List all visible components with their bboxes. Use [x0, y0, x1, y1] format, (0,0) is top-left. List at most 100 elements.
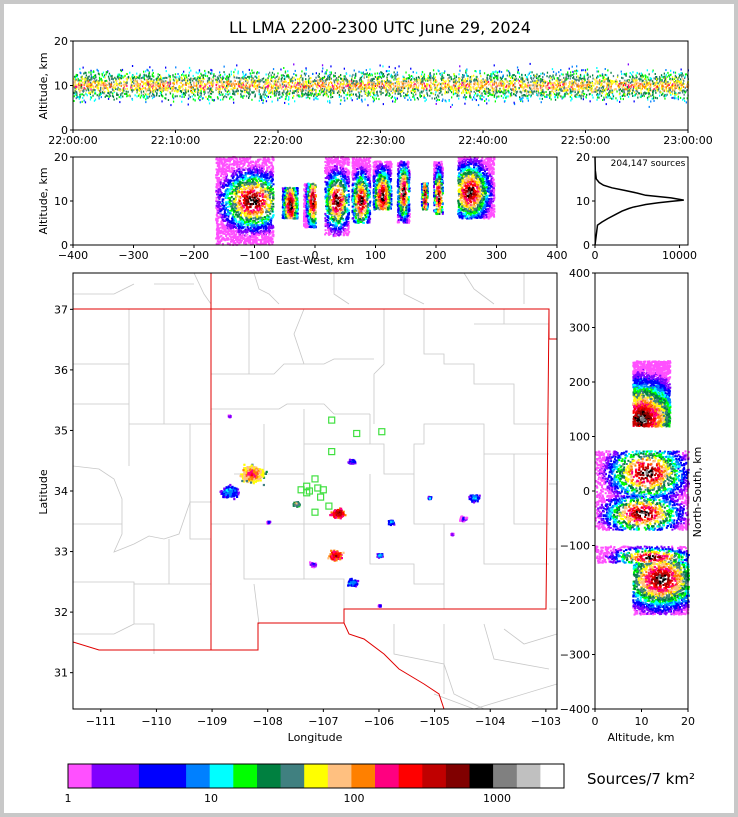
- source-point: [376, 90, 378, 93]
- source-point: [135, 75, 137, 78]
- source-point: [491, 94, 493, 97]
- source-point: [232, 92, 234, 95]
- source-point: [315, 96, 317, 99]
- source-point: [678, 76, 680, 79]
- source-point: [525, 89, 527, 91]
- source-point: [229, 83, 231, 86]
- source-point: [399, 85, 401, 88]
- altitude-time-panel: 22:00:00 22:10:00 22:20:00 22:30:00 22:40:00…: [37, 35, 713, 147]
- source-point: [480, 75, 482, 78]
- source-point: [130, 86, 132, 89]
- source-point: [216, 81, 218, 84]
- source-point: [266, 78, 268, 81]
- source-point: [475, 99, 477, 102]
- source-point: [594, 78, 596, 81]
- source-point: [248, 77, 250, 80]
- source-point: [419, 93, 421, 96]
- source-point: [291, 76, 294, 79]
- source-point: [110, 84, 112, 87]
- source-point: [320, 84, 322, 87]
- source-point: [90, 83, 92, 86]
- source-point: [478, 80, 480, 83]
- source-point: [565, 89, 568, 92]
- source-point: [120, 74, 122, 77]
- source-point: [506, 88, 508, 91]
- source-point: [610, 81, 612, 84]
- source-point: [539, 94, 542, 97]
- source-point: [585, 71, 587, 74]
- source-point: [157, 73, 159, 76]
- source-point: [467, 77, 469, 80]
- source-point: [351, 94, 353, 96]
- source-point: [338, 93, 340, 96]
- source-point: [138, 85, 140, 88]
- source-point: [301, 88, 303, 91]
- source-point: [686, 85, 688, 88]
- source-point: [361, 85, 364, 88]
- source-point: [609, 96, 611, 98]
- source-point: [663, 72, 665, 75]
- source-point: [227, 85, 229, 88]
- source-point: [454, 84, 456, 87]
- source-point: [575, 76, 578, 79]
- source-point: [315, 76, 317, 79]
- source-point: [546, 88, 548, 91]
- source-point: [164, 76, 166, 79]
- source-point: [616, 80, 618, 83]
- source-point: [237, 92, 239, 95]
- source-point: [117, 86, 119, 89]
- source-point: [113, 81, 115, 84]
- source-point: [204, 74, 207, 77]
- source-point: [151, 97, 154, 100]
- source-point: [85, 74, 87, 77]
- source-point: [584, 69, 587, 72]
- source-point: [591, 87, 593, 90]
- source-point: [511, 75, 513, 78]
- source-point: [164, 97, 166, 100]
- source-point: [143, 77, 145, 80]
- source-point: [344, 99, 346, 102]
- source-point: [485, 91, 487, 93]
- source-point: [432, 79, 435, 82]
- source-point: [246, 78, 248, 81]
- source-point: [258, 82, 260, 85]
- source-point: [532, 77, 535, 80]
- source-point: [461, 84, 463, 87]
- source-point: [393, 96, 396, 99]
- source-point: [345, 79, 347, 82]
- source-point: [429, 77, 431, 79]
- source-point: [90, 76, 92, 79]
- source-point: [656, 85, 658, 88]
- source-point: [271, 88, 273, 91]
- source-point: [479, 71, 481, 74]
- source-point: [226, 75, 228, 78]
- source-point: [348, 86, 350, 89]
- source-point: [464, 80, 466, 83]
- source-point: [524, 89, 526, 92]
- source-point: [232, 98, 235, 101]
- source-point: [190, 91, 192, 94]
- source-point: [568, 74, 570, 77]
- source-point: [402, 82, 404, 85]
- source-point: [680, 78, 682, 81]
- source-point: [146, 79, 148, 82]
- source-point: [546, 85, 548, 88]
- source-point: [284, 80, 286, 83]
- source-point: [547, 82, 550, 85]
- source-point: [394, 85, 396, 88]
- source-point: [408, 81, 410, 84]
- source-point: [202, 87, 204, 90]
- source-point: [78, 89, 80, 92]
- source-point: [602, 99, 604, 101]
- source-point: [571, 65, 573, 68]
- source-point: [183, 70, 185, 73]
- source-point: [277, 97, 279, 100]
- source-point: [253, 85, 255, 88]
- source-point: [500, 78, 502, 81]
- source-point: [518, 72, 520, 75]
- source-point: [440, 90, 442, 93]
- source-point: [327, 84, 329, 87]
- source-point: [152, 89, 154, 92]
- source-point: [505, 79, 508, 82]
- source-point: [343, 67, 345, 70]
